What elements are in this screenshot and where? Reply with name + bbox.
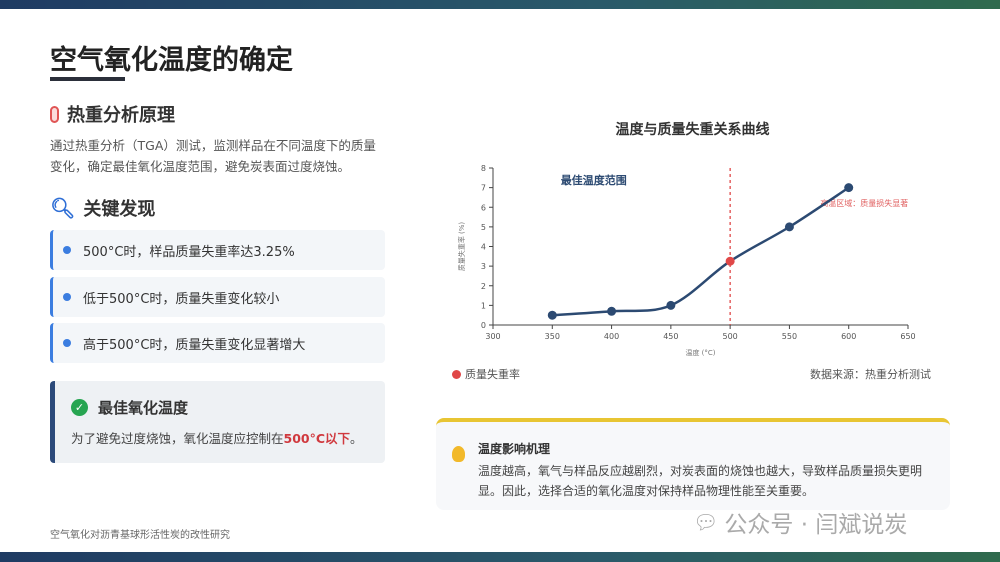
finding-item: 500°C时，样品质量失重率达3.25% bbox=[50, 230, 385, 270]
x-tick-label: 550 bbox=[782, 332, 797, 341]
data-point bbox=[607, 306, 617, 316]
bullet-icon bbox=[63, 246, 71, 254]
bullet-icon bbox=[63, 293, 71, 301]
best-highlight: 500°C以下 bbox=[283, 431, 351, 446]
wechat-icon: 💬︎ bbox=[693, 510, 719, 534]
mechanism-text: 温度越高，氧气与样品反应越剧烈，对炭表面的烧蚀也越大，导致样品质量损失更明显。因… bbox=[478, 464, 923, 498]
y-tick-label: 3 bbox=[481, 262, 486, 271]
x-tick-label: 350 bbox=[545, 332, 560, 341]
lightbulb-icon bbox=[452, 446, 465, 462]
optimal-range-annotation: 最佳温度范围 bbox=[561, 173, 627, 187]
y-tick-label: 0 bbox=[481, 321, 486, 330]
principle-heading-text: 热重分析原理 bbox=[67, 105, 175, 126]
watermark-text: 公众号 · 闫斌说炭 bbox=[724, 512, 908, 538]
search-icon: 🔍︎ bbox=[50, 196, 76, 220]
thermometer-icon bbox=[50, 105, 59, 123]
legend: 质量失重率 bbox=[452, 366, 520, 382]
mechanism-heading: 温度影响机理 bbox=[478, 442, 551, 456]
best-temperature-card: ✓ 最佳氧化温度 为了避免过度烧蚀，氧化温度应控制在500°C以下。 bbox=[50, 381, 385, 463]
high-temp-annotation: 高温区域：质量损失显著 bbox=[820, 198, 908, 208]
principle-heading: 热重分析原理 bbox=[50, 101, 175, 127]
x-tick-label: 400 bbox=[604, 332, 619, 341]
y-tick-label: 4 bbox=[481, 243, 486, 252]
y-tick-label: 2 bbox=[481, 282, 486, 291]
y-tick-label: 1 bbox=[481, 301, 486, 310]
page-title: 空气氧化温度的确定 bbox=[50, 45, 293, 76]
y-tick-label: 6 bbox=[481, 203, 486, 212]
chart: 300 350 400 450 500 550 600 650 0 1 2 3 4 5 6 7 8 温度 (°C)… bbox=[457, 164, 916, 357]
footer-text: 空气氧化对沥青基球形活性炭的改性研究 bbox=[50, 530, 230, 541]
x-tick-label: 450 bbox=[663, 332, 678, 341]
finding-item: 高于500°C时，质量失重变化显著增大 bbox=[50, 323, 385, 363]
legend-marker bbox=[452, 369, 461, 379]
x-tick-label: 600 bbox=[841, 332, 856, 341]
watermark: 💬︎ 公众号 · 闫斌说炭 bbox=[693, 505, 907, 539]
principle-text: 通过热重分析（TGA）测试，监测样品在不同温度下的质量变化，确定最佳氧化温度范围… bbox=[50, 138, 376, 174]
chart-title: 温度与质量失重关系曲线 bbox=[615, 122, 770, 138]
finding-text: 低于500°C时，质量失重变化较小 bbox=[83, 291, 280, 307]
data-source: 数据来源：热重分析测试 bbox=[810, 368, 931, 381]
series-line bbox=[552, 186, 850, 317]
y-tick-label: 8 bbox=[481, 164, 486, 173]
y-tick-label: 5 bbox=[481, 223, 486, 232]
findings-heading: 🔍︎ 关键发现 bbox=[50, 195, 155, 221]
mechanism-card: 温度影响机理 温度越高，氧气与样品反应越剧烈，对炭表面的烧蚀也越大，导致样品质量… bbox=[436, 418, 950, 510]
best-heading: 最佳氧化温度 bbox=[98, 399, 189, 417]
x-tick-label: 300 bbox=[485, 332, 500, 341]
finding-text: 500°C时，样品质量失重率达3.25% bbox=[83, 244, 295, 260]
title-underline bbox=[50, 77, 125, 81]
data-point bbox=[666, 300, 676, 310]
finding-text: 高于500°C时，质量失重变化显著增大 bbox=[83, 337, 306, 353]
x-tick-label: 650 bbox=[900, 332, 915, 341]
x-axis-label: 温度 (°C) bbox=[685, 348, 715, 357]
legend-label: 质量失重率 bbox=[465, 368, 520, 381]
highlight-point bbox=[725, 256, 735, 266]
finding-item: 低于500°C时，质量失重变化较小 bbox=[50, 277, 385, 317]
bullet-icon bbox=[63, 339, 71, 347]
top-bar bbox=[0, 0, 1000, 9]
data-point bbox=[844, 183, 854, 193]
best-text: 为了避免过度烧蚀，氧化温度应控制在500°C以下。 bbox=[71, 428, 385, 447]
y-axis-label: 质量失重率 (%) bbox=[457, 222, 466, 272]
best-text-prefix: 为了避免过度烧蚀，氧化温度应控制在 bbox=[71, 431, 284, 446]
check-circle-icon: ✓ bbox=[71, 399, 88, 416]
y-tick-label: 7 bbox=[481, 184, 486, 193]
x-tick-label: 500 bbox=[723, 332, 738, 341]
data-point bbox=[784, 222, 794, 232]
data-point bbox=[547, 310, 557, 320]
best-text-suffix: 。 bbox=[350, 431, 363, 446]
findings-heading-text: 关键发现 bbox=[83, 199, 156, 220]
bottom-bar bbox=[0, 552, 1000, 562]
